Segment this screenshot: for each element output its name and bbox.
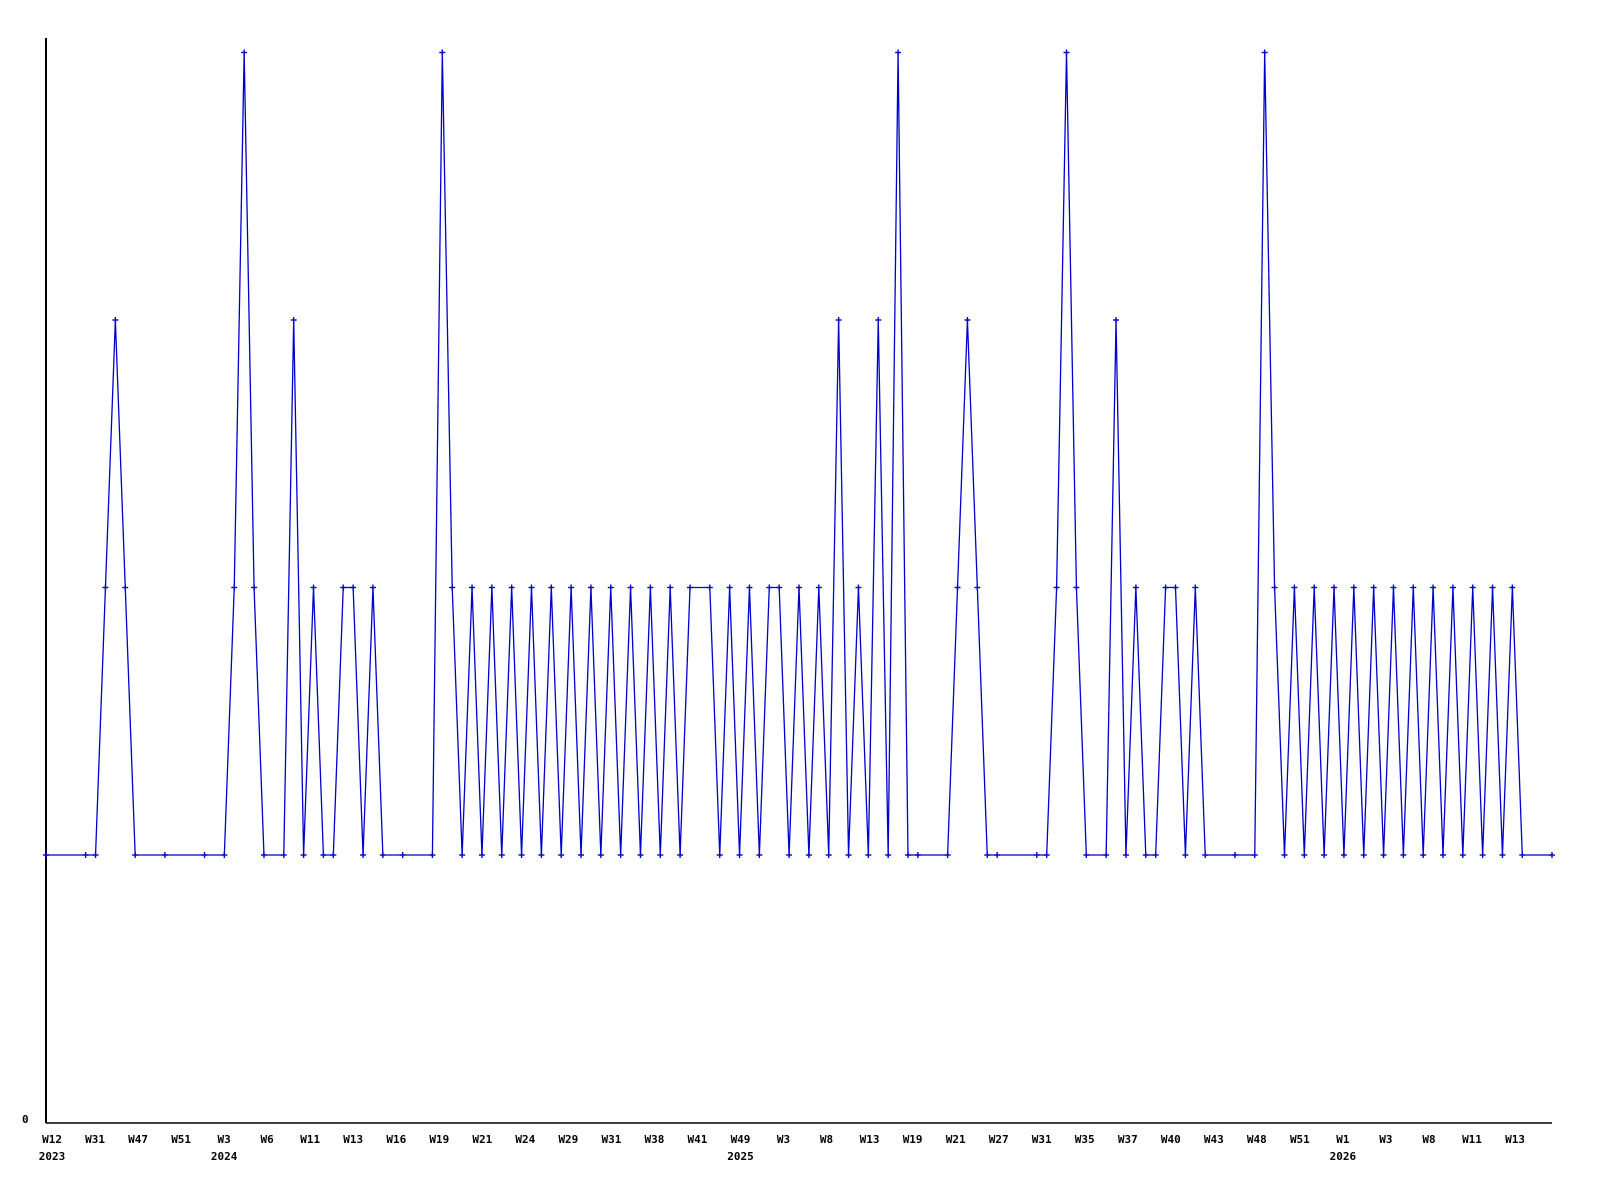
x-tick-year-0: 2023 bbox=[38, 1150, 66, 1163]
x-tick-week-9: W19 bbox=[429, 1133, 450, 1146]
x-tick-week-2: W47 bbox=[128, 1133, 149, 1146]
x-tick-week-1: W31 bbox=[85, 1133, 105, 1146]
x-tick-week-30: W1 bbox=[1336, 1133, 1350, 1146]
x-tick-week-16: W49 bbox=[730, 1133, 751, 1146]
x-tick-week-27: W43 bbox=[1203, 1133, 1224, 1146]
y-axis-tick-0: 0 bbox=[22, 1113, 29, 1126]
x-tick-week-32: W8 bbox=[1422, 1133, 1436, 1146]
x-tick-week-18: W8 bbox=[819, 1133, 834, 1146]
x-tick-week-5: W6 bbox=[260, 1133, 274, 1146]
x-tick-year-30: 2026 bbox=[1329, 1150, 1357, 1163]
x-tick-week-29: W51 bbox=[1289, 1133, 1310, 1146]
x-tick-year-16: 2025 bbox=[727, 1150, 754, 1163]
x-tick-week-10: W21 bbox=[472, 1133, 493, 1146]
x-tick-week-34: W13 bbox=[1505, 1133, 1525, 1146]
x-tick-week-23: W31 bbox=[1031, 1133, 1052, 1146]
x-tick-week-28: W48 bbox=[1246, 1133, 1267, 1146]
x-tick-week-6: W11 bbox=[300, 1133, 321, 1146]
x-tick-week-8: W16 bbox=[386, 1133, 407, 1146]
x-tick-week-21: W21 bbox=[945, 1133, 966, 1146]
x-tick-week-25: W37 bbox=[1117, 1133, 1138, 1146]
x-tick-week-11: W24 bbox=[515, 1133, 536, 1146]
x-tick-week-26: W40 bbox=[1160, 1133, 1181, 1146]
x-tick-week-12: W29 bbox=[558, 1133, 579, 1146]
x-tick-week-13: W31 bbox=[601, 1133, 622, 1146]
x-tick-week-33: W11 bbox=[1462, 1133, 1482, 1146]
x-tick-week-17: W3 bbox=[776, 1133, 791, 1146]
x-tick-week-14: W38 bbox=[644, 1133, 665, 1146]
x-tick-week-19: W13 bbox=[859, 1133, 880, 1146]
data-point-markers bbox=[43, 49, 1555, 858]
x-tick-week-31: W3 bbox=[1379, 1133, 1393, 1146]
x-tick-week-4: W3 bbox=[217, 1133, 231, 1146]
x-tick-week-20: W19 bbox=[902, 1133, 923, 1146]
x-tick-week-15: W41 bbox=[687, 1133, 708, 1146]
data-series-line bbox=[46, 52, 1552, 856]
x-tick-week-7: W13 bbox=[343, 1133, 364, 1146]
x-tick-week-24: W35 bbox=[1074, 1133, 1095, 1146]
x-tick-week-0: W12 bbox=[42, 1133, 62, 1146]
x-tick-week-3: W51 bbox=[171, 1133, 192, 1146]
x-tick-week-22: W27 bbox=[988, 1133, 1009, 1146]
x-tick-year-4: 2024 bbox=[210, 1150, 238, 1163]
